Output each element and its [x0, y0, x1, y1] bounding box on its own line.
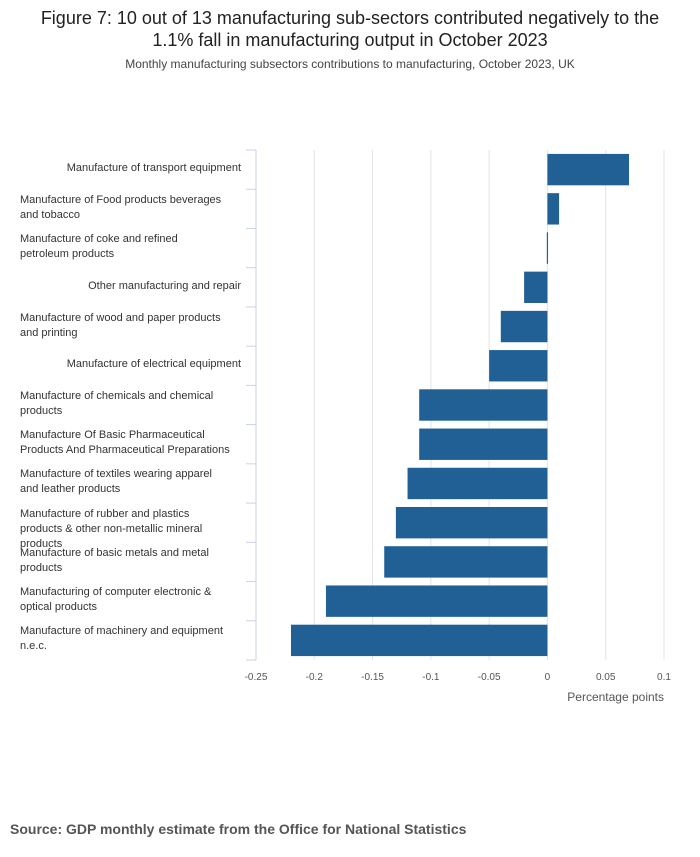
category-label-line: Manufacture of wood and paper products	[20, 311, 221, 324]
bar	[547, 153, 630, 186]
category-label: Manufacture of transport equipment	[67, 161, 241, 176]
category-label-line: Manufacture of transport equipment	[66, 162, 241, 175]
chart-subtitle: Monthly manufacturing subsectors contrib…	[125, 57, 575, 71]
bar	[419, 389, 548, 421]
bar	[546, 232, 549, 264]
bar	[395, 507, 548, 539]
category-label: Manufacture Of Basic Pharmaceutical Produ…	[20, 428, 230, 458]
category-label-line: Manufacture of basic metals and metal	[20, 546, 209, 559]
category-label-line: products	[20, 405, 63, 417]
category-label: Manufacturing of computer electronic & op…	[20, 585, 211, 615]
category-label-line: products	[20, 561, 63, 574]
category-label-line: Manufacture of coke and refined	[20, 233, 178, 246]
category-label: Manufacture of basic metals and metal pro…	[20, 546, 209, 576]
category-label-line: Manufacture of rubber and plastics	[20, 507, 190, 520]
category-label-line: n.e.c.	[20, 640, 47, 653]
category-label: Manufacture of electrical equipment	[67, 357, 241, 372]
bar	[547, 193, 560, 225]
category-label: Manufacture of wood and paper products an…	[20, 311, 221, 341]
category-label: Manufacture of textiles wearing apparel a…	[20, 467, 212, 497]
category-label-line: Manufacture of electrical equipment	[66, 358, 241, 371]
x-tick-label: 0	[545, 672, 551, 683]
category-label-line: petroleum products	[20, 248, 115, 261]
category-label-line: and leather products	[20, 483, 121, 496]
category-label-line: Manufacture of Food products beverages	[20, 193, 222, 206]
category-label: Manufacture of machinery and equipment n.…	[20, 624, 223, 654]
category-label: Manufacture of Food products beverages an…	[20, 193, 221, 223]
source-note: Source: GDP monthly estimate from the Of…	[10, 821, 467, 837]
bar	[419, 428, 548, 460]
category-label: Other manufacturing and repair	[88, 279, 241, 294]
x-tick-label: -0.1	[422, 672, 440, 683]
category-label-line: Manufacture Of Basic Pharmaceutical	[20, 429, 205, 442]
axes: -0.25 -0.2 -0.15 -0.1 -0.05 0 0.05 0.1	[245, 149, 671, 683]
category-label-line: products	[20, 537, 63, 550]
bar	[384, 546, 548, 578]
category-label-line: Manufacture of textiles wearing apparel	[20, 468, 212, 481]
bar	[407, 467, 548, 500]
bar	[290, 624, 548, 657]
category-label-line: and printing	[20, 326, 78, 339]
x-tick-label: 0.05	[596, 672, 616, 683]
x-tick-label: -0.05	[478, 672, 501, 683]
x-tick-label: 0.1	[657, 672, 671, 683]
category-label: Manufacture of rubber and plastics produc…	[20, 507, 202, 552]
bars	[290, 153, 630, 657]
x-tick-label: -0.15	[361, 672, 384, 683]
x-tick-label: -0.25	[245, 672, 268, 683]
bar	[325, 585, 548, 617]
bar	[500, 310, 548, 343]
category-label-line: Other manufacturing and repair	[88, 279, 241, 292]
category-label-line: Products And Pharmaceutical Preparations	[20, 444, 230, 457]
bar	[524, 271, 548, 303]
category-label-line: optical products	[20, 601, 98, 614]
category-label-line: Manufacture of machinery and equipment	[20, 625, 224, 638]
x-axis-title: Percentage points	[567, 690, 664, 704]
x-tick-label: -0.2	[306, 672, 324, 683]
category-label-line: and tobacco	[20, 208, 80, 221]
category-label-line: Manufacturing of computer electronic &	[20, 586, 212, 599]
category-label: Manufacture of coke and refined petroleum…	[20, 232, 178, 262]
chart-title: Figure 7: 10 out of 13 manufacturing sub…	[40, 8, 660, 50]
category-label: Manufacture of chemicals and chemical pro…	[20, 389, 213, 419]
bar	[489, 350, 548, 382]
category-label-line: Manufacture of chemicals and chemical	[20, 390, 214, 402]
category-label-line: products & other non-metallic mineral	[20, 522, 203, 535]
